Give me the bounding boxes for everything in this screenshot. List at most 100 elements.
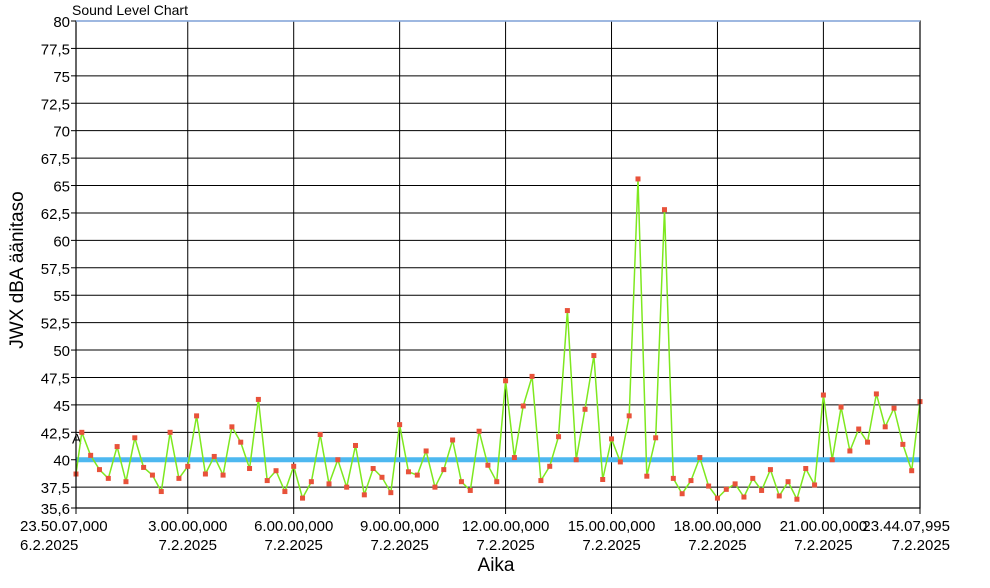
y-tick-label: 57,5	[41, 261, 70, 278]
series-point	[900, 441, 906, 447]
series-point	[467, 487, 473, 493]
series-point	[379, 474, 385, 480]
series-point	[494, 479, 500, 485]
x-tick-date: 7.2.2025	[794, 537, 852, 554]
x-tick-date: 7.2.2025	[476, 537, 534, 554]
series-point	[264, 478, 270, 484]
series-point	[423, 448, 429, 454]
series-point	[414, 472, 420, 478]
series-point	[688, 478, 694, 484]
series-point	[741, 494, 747, 500]
plot-background	[76, 21, 920, 508]
series-point	[529, 373, 535, 379]
y-tick-label: 40	[53, 453, 70, 470]
series-point	[547, 463, 553, 469]
x-tick-date: 6.2.2025	[20, 537, 78, 554]
series-point	[767, 467, 773, 473]
series-point	[626, 413, 632, 419]
y-tick-label: 45	[53, 398, 70, 415]
series-point	[158, 489, 164, 495]
series-point	[882, 424, 888, 430]
series-point	[335, 457, 341, 463]
series-point	[617, 459, 623, 465]
series-point	[361, 492, 367, 498]
x-tick-date: 7.2.2025	[582, 537, 640, 554]
series-point	[582, 406, 588, 412]
series-point	[759, 487, 765, 493]
y-tick-label: 80	[53, 14, 70, 31]
series-point	[520, 403, 526, 409]
series-point	[370, 466, 376, 472]
series-point	[591, 353, 597, 359]
series-point	[785, 479, 791, 485]
y-tick-label: 52,5	[41, 316, 70, 333]
series-point	[441, 467, 447, 473]
x-tick-date: 7.2.2025	[370, 537, 428, 554]
series-point	[485, 462, 491, 468]
series-point	[300, 495, 306, 501]
series-point	[723, 486, 729, 492]
series-point	[141, 464, 147, 470]
y-tick-label: 42,5	[41, 425, 70, 442]
series-point	[308, 479, 314, 485]
series-point	[847, 448, 853, 454]
x-tick-date: 7.2.2025	[159, 537, 217, 554]
series-point	[352, 442, 358, 448]
series-point	[194, 413, 200, 419]
series-point	[635, 176, 641, 182]
series-point	[405, 469, 411, 475]
series-point	[247, 466, 253, 472]
x-tick-time: 23.50.07,000	[20, 518, 108, 535]
series-point	[397, 422, 403, 428]
x-axis-label: Aika	[477, 555, 515, 576]
series-point	[909, 468, 915, 474]
series-point	[891, 405, 897, 411]
y-tick-label: 60	[53, 233, 70, 250]
series-point	[697, 455, 703, 461]
series-point	[776, 493, 782, 499]
series-point	[450, 437, 456, 443]
series-point	[238, 439, 244, 445]
series-point	[706, 483, 712, 489]
series-point	[476, 428, 482, 434]
x-tick-time: 18.00.00,000	[674, 518, 762, 535]
series-point	[670, 475, 676, 481]
series-point	[88, 452, 94, 458]
series-point	[96, 467, 102, 473]
y-tick-label: 77,5	[41, 41, 70, 58]
series-point	[458, 479, 464, 485]
series-point	[653, 435, 659, 441]
series-point	[220, 472, 226, 478]
y-tick-label: 65	[53, 179, 70, 196]
series-point	[679, 491, 685, 497]
series-point	[317, 432, 323, 438]
series-point	[388, 490, 394, 496]
series-point	[105, 475, 111, 481]
series-point	[185, 463, 191, 469]
series-point	[609, 436, 615, 442]
series-point	[812, 482, 818, 488]
series-point	[344, 484, 350, 490]
x-tick-time: 6.00.00,000	[254, 518, 333, 535]
series-point	[556, 434, 562, 440]
series-point	[167, 429, 173, 435]
series-point	[149, 472, 155, 478]
y-tick-label: 67,5	[41, 151, 70, 168]
series-point	[255, 396, 261, 402]
series-point	[202, 471, 208, 477]
x-tick-date: 7.2.2025	[265, 537, 323, 554]
threshold-label: A	[72, 431, 82, 447]
series-point	[714, 495, 720, 501]
series-point	[644, 473, 650, 479]
series-point	[132, 435, 138, 441]
series-point	[856, 426, 862, 432]
series-point	[573, 457, 579, 463]
series-point	[211, 453, 217, 459]
y-tick-label: 55	[53, 288, 70, 305]
series-point	[803, 466, 809, 472]
x-tick-date: 7.2.2025	[688, 537, 746, 554]
y-tick-label: 50	[53, 343, 70, 360]
y-tick-label: 47,5	[41, 370, 70, 387]
series-point	[326, 481, 332, 487]
